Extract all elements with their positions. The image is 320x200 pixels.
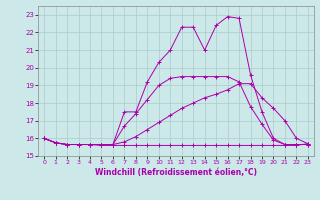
X-axis label: Windchill (Refroidissement éolien,°C): Windchill (Refroidissement éolien,°C) <box>95 168 257 177</box>
